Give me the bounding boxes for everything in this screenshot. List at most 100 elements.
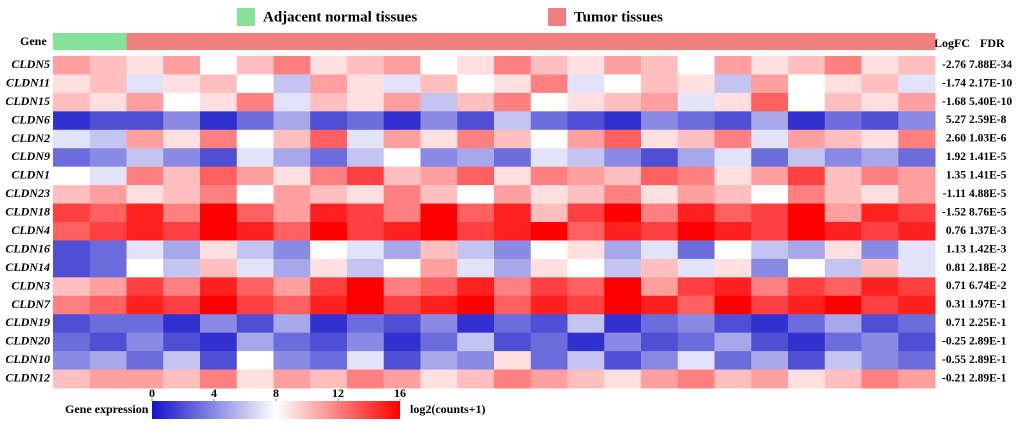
heatmap-cell xyxy=(89,258,127,278)
heatmap-cell xyxy=(824,277,862,297)
heatmap-cell xyxy=(383,111,421,131)
heatmap-cell xyxy=(236,148,274,168)
heatmap-cell xyxy=(53,203,91,223)
heatmap-cell xyxy=(788,351,826,371)
heatmap-cell xyxy=(53,92,91,112)
heatmap-cell xyxy=(200,222,238,241)
heatmap-cell xyxy=(347,92,385,112)
heatmap-cell xyxy=(273,351,311,371)
heatmap-cell xyxy=(457,92,495,112)
heatmap-cell xyxy=(200,185,238,205)
heatmap-cell xyxy=(383,222,421,241)
heatmap-cell xyxy=(788,148,826,168)
heatmap-cell xyxy=(494,166,532,186)
heatmap-cell xyxy=(347,314,385,334)
heatmap-cell xyxy=(494,351,532,371)
heatmap-cell xyxy=(420,258,458,278)
group-bar-cell xyxy=(824,33,862,50)
heatmap-cell xyxy=(567,295,605,315)
group-bar-cell xyxy=(567,33,605,50)
heatmap-cell xyxy=(641,258,679,278)
heatmap-cell xyxy=(788,203,826,223)
heatmap-cell xyxy=(898,314,936,334)
heatmap-cell xyxy=(420,240,458,260)
group-bar-cell xyxy=(200,33,238,50)
heatmap-cell xyxy=(163,369,201,389)
heatmap-cell xyxy=(89,56,127,75)
heatmap-cell xyxy=(457,129,495,149)
heatmap-cell xyxy=(641,203,679,223)
heatmap-cell xyxy=(163,222,201,241)
heatmap-cell xyxy=(530,185,568,205)
heatmap-cell xyxy=(347,185,385,205)
heatmap-cell xyxy=(714,92,752,112)
heatmap-cell xyxy=(530,111,568,131)
heatmap-cell xyxy=(163,258,201,278)
heatmap-cell xyxy=(567,92,605,112)
heatmap-cell xyxy=(567,351,605,371)
heatmap-cell xyxy=(714,277,752,297)
heatmap-cell xyxy=(420,351,458,371)
heatmap-cell xyxy=(788,314,826,334)
heatmap-cell xyxy=(457,240,495,260)
heatmap-cell xyxy=(677,148,715,168)
fdr-value: 6.74E-2 xyxy=(969,280,1007,292)
heatmap-cell xyxy=(788,185,826,205)
heatmap-cell xyxy=(273,258,311,278)
heatmap-cell xyxy=(788,111,826,131)
heatmap-cell xyxy=(163,185,201,205)
heatmap-cell xyxy=(567,148,605,168)
heatmap-cell xyxy=(236,111,274,131)
heatmap-cell xyxy=(383,277,421,297)
logfc-value: 1.35 xyxy=(946,170,966,182)
heatmap-cell xyxy=(53,222,91,241)
heatmap-cell xyxy=(420,369,458,389)
heatmap-cell xyxy=(898,92,936,112)
heatmap-cell xyxy=(53,258,91,278)
heatmap-cell xyxy=(567,111,605,131)
heatmap-cell xyxy=(604,258,642,278)
heatmap-cell xyxy=(494,314,532,334)
heatmap-cell xyxy=(641,351,679,371)
heatmap-cell xyxy=(494,74,532,94)
heatmap-cell xyxy=(236,240,274,260)
heatmap-cell xyxy=(751,74,789,94)
heatmap-cell xyxy=(310,240,348,260)
heatmap-cell xyxy=(53,295,91,315)
heatmap-cell xyxy=(898,277,936,297)
heatmap-cell xyxy=(714,369,752,389)
heatmap-cell xyxy=(347,351,385,371)
heatmap-cell xyxy=(788,166,826,186)
heatmap-cell xyxy=(898,369,936,389)
heatmap-cell xyxy=(677,74,715,94)
heatmap-cell xyxy=(236,314,274,334)
fdr-value: 8.76E-5 xyxy=(969,206,1007,218)
gene-label: CLDN23 xyxy=(5,186,50,200)
heatmap-cell xyxy=(567,74,605,94)
colorbar-tick-label: 16 xyxy=(394,386,406,400)
heatmap-cell xyxy=(126,369,164,389)
heatmap-cell xyxy=(861,332,899,352)
heatmap-cell xyxy=(89,277,127,297)
heatmap-cell xyxy=(200,166,238,186)
heatmap-cell xyxy=(89,351,127,371)
heatmap-cell xyxy=(567,222,605,241)
heatmap-cell xyxy=(494,203,532,223)
heatmap-cell xyxy=(273,56,311,75)
heatmap-cell xyxy=(383,332,421,352)
logfc-value: -1.74 xyxy=(942,77,966,89)
heatmap-cell xyxy=(273,92,311,112)
heatmap-cell xyxy=(383,74,421,94)
heatmap-cell xyxy=(126,185,164,205)
heatmap-cell xyxy=(824,295,862,315)
heatmap-cell xyxy=(641,332,679,352)
heatmap-cell xyxy=(89,129,127,149)
gene-label: CLDN14 xyxy=(5,260,50,274)
heatmap-cell xyxy=(310,74,348,94)
heatmap-cell xyxy=(310,92,348,112)
gene-label: CLDN6 xyxy=(11,112,50,126)
group-bar-cell xyxy=(861,33,899,50)
colorbar-unit: log2(counts+1) xyxy=(410,402,486,416)
heatmap-cell xyxy=(567,129,605,149)
heatmap-cell xyxy=(420,92,458,112)
